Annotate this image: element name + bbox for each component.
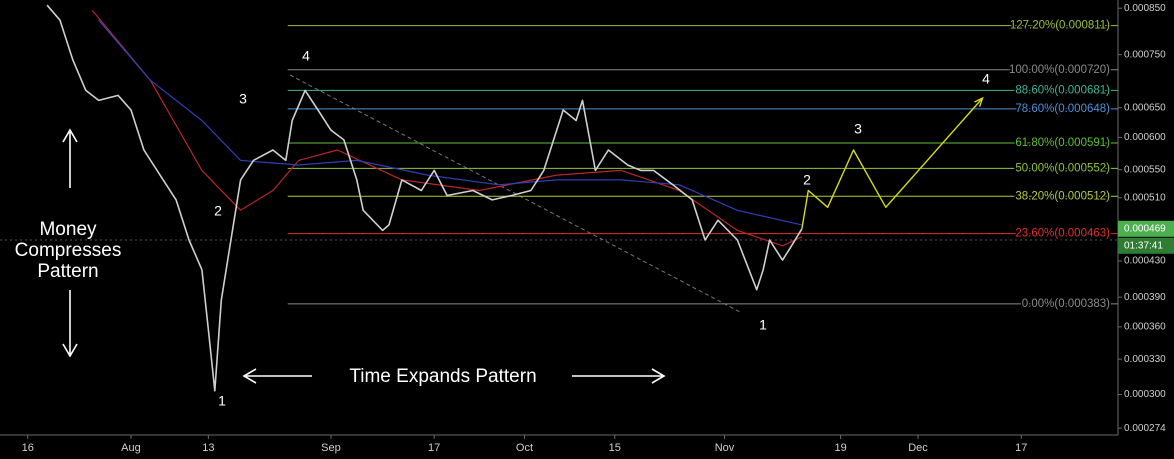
moving-average (98, 19, 803, 226)
y-tick-label: 0.000360 (1124, 322, 1166, 333)
y-tick-label: 0.000550 (1124, 164, 1166, 175)
left-note: Pattern (37, 261, 98, 282)
y-tick-label: 0.000330 (1124, 354, 1166, 365)
x-tick-label: 13 (202, 442, 214, 454)
y-tick-label: 0.000510 (1124, 192, 1166, 203)
arrow-up (62, 128, 78, 188)
projection-path (801, 97, 984, 229)
y-tick-label: 0.000430 (1124, 256, 1166, 267)
trend-line (289, 74, 741, 313)
arrows (62, 128, 666, 384)
x-tick-label: Oct (516, 442, 533, 454)
y-tick-label: 0.000300 (1124, 389, 1166, 400)
fib-label: 61.80%(0.000591) (1015, 137, 1110, 149)
wave-label: 1 (218, 393, 226, 409)
y-tick-label: 0.000650 (1124, 102, 1166, 113)
x-tick-label: Aug (121, 442, 141, 454)
last-price-label: 0.000469 (1124, 223, 1166, 234)
y-tick-label: 0.000390 (1124, 292, 1166, 303)
price-line (46, 4, 803, 392)
fib-label: 127.20%(0.000811) (1010, 20, 1110, 32)
x-tick-label: 15 (609, 442, 621, 454)
last-price-box (1118, 220, 1174, 237)
wave-label: 3 (239, 91, 247, 107)
fib-label: 88.60%(0.000681) (1015, 84, 1110, 96)
y-tick-label: 0.000274 (1124, 423, 1166, 434)
wave-label: 3 (854, 121, 862, 137)
x-tick-label: Dec (908, 442, 928, 454)
bottom-note: Time Expands Pattern (349, 366, 536, 387)
arrow-right (572, 368, 666, 384)
fib-label: 23.60%(0.000463) (1015, 228, 1110, 240)
y-tick-label: 0.000850 (1124, 3, 1166, 14)
countdown-label: 01:37:41 (1124, 240, 1163, 251)
fib-label: 0.00%(0.000383) (1022, 298, 1110, 310)
fib-label: 100.00%(0.000720) (1009, 64, 1110, 76)
y-tick-label: 0.000750 (1124, 49, 1166, 60)
countdown-box (1118, 237, 1174, 254)
left-note: Money (39, 219, 97, 240)
wave-label: 2 (214, 203, 222, 219)
x-tick-label: 16 (22, 442, 34, 454)
x-tick-label: Sep (321, 442, 341, 454)
y-tick-label: 0.000600 (1124, 132, 1166, 143)
fib-label: 50.00%(0.000552) (1015, 162, 1110, 174)
fib-label: 38.20%(0.000512) (1015, 190, 1110, 202)
arrow-down (62, 290, 78, 358)
x-tick-label: 17 (1015, 442, 1027, 454)
left-note: Compresses (15, 240, 122, 261)
x-tick-label: 17 (428, 442, 440, 454)
x-tick-label: Nov (715, 442, 735, 454)
wave-label: 4 (982, 71, 990, 87)
x-tick-label: 19 (834, 442, 846, 454)
wave-label: 1 (759, 317, 767, 333)
wave-label: 4 (302, 48, 310, 64)
arrow-left (242, 368, 312, 384)
fib-label: 78.60%(0.000648) (1015, 103, 1110, 115)
wave-label: 2 (803, 172, 811, 188)
projection-arrowhead (974, 96, 984, 107)
